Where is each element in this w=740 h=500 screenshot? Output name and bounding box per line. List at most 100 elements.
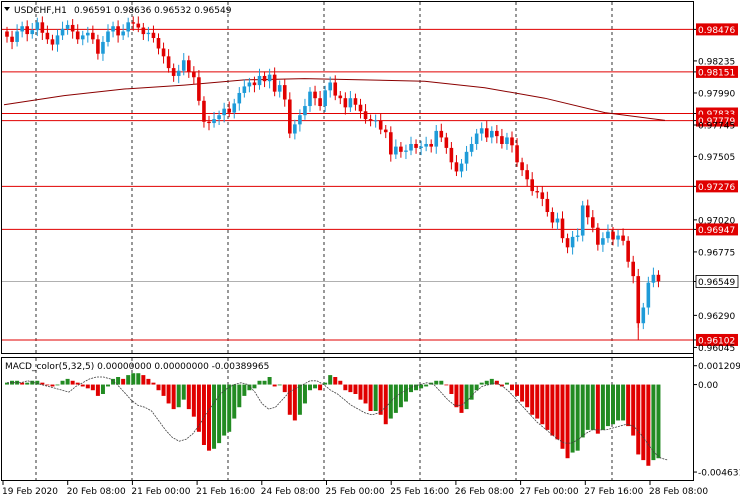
- candle-body[interactable]: [328, 82, 332, 91]
- candle-body[interactable]: [626, 240, 630, 262]
- macd-bar[interactable]: [484, 380, 489, 385]
- candle-body[interactable]: [368, 119, 373, 121]
- candle-body[interactable]: [176, 70, 181, 76]
- candle-body[interactable]: [565, 238, 570, 248]
- candle-body[interactable]: [227, 108, 231, 113]
- macd-bar[interactable]: [550, 384, 555, 436]
- macd-bar[interactable]: [565, 384, 570, 459]
- macd-bar[interactable]: [520, 384, 525, 402]
- macd-bar[interactable]: [196, 384, 201, 432]
- macd-bar[interactable]: [186, 384, 191, 410]
- macd-bar[interactable]: [247, 384, 252, 391]
- macd-bar[interactable]: [95, 384, 100, 396]
- candle-body[interactable]: [348, 98, 353, 108]
- candle-body[interactable]: [596, 227, 600, 245]
- macd-bar[interactable]: [232, 384, 237, 419]
- macd-bar[interactable]: [85, 384, 90, 389]
- candle-body[interactable]: [86, 32, 90, 36]
- candle-body[interactable]: [222, 108, 226, 116]
- macd-bar[interactable]: [50, 384, 55, 387]
- macd-bar[interactable]: [429, 382, 434, 385]
- macd-bar[interactable]: [621, 384, 626, 421]
- macd-bar[interactable]: [449, 384, 454, 394]
- candle-body[interactable]: [520, 162, 524, 171]
- candle-body[interactable]: [156, 38, 161, 49]
- candle-body[interactable]: [197, 77, 201, 101]
- macd-bar[interactable]: [459, 384, 464, 413]
- candle-body[interactable]: [192, 72, 196, 78]
- macd-bar[interactable]: [414, 384, 419, 391]
- candle-body[interactable]: [146, 32, 151, 35]
- macd-bar[interactable]: [444, 384, 449, 386]
- macd-bar[interactable]: [201, 384, 206, 445]
- macd-bar[interactable]: [313, 384, 318, 389]
- candle-body[interactable]: [358, 104, 363, 112]
- candle-body[interactable]: [161, 48, 166, 57]
- macd-bar[interactable]: [368, 384, 373, 411]
- macd-bar[interactable]: [419, 384, 424, 389]
- macd-bar[interactable]: [454, 384, 459, 408]
- macd-bar[interactable]: [585, 384, 590, 430]
- macd-bar[interactable]: [626, 384, 631, 427]
- candle-body[interactable]: [621, 235, 625, 241]
- macd-bar[interactable]: [131, 373, 136, 385]
- candle-body[interactable]: [525, 170, 529, 180]
- macd-bar[interactable]: [90, 384, 95, 391]
- candle-body[interactable]: [106, 31, 110, 42]
- macd-bar[interactable]: [489, 378, 494, 385]
- candle-body[interactable]: [141, 27, 146, 35]
- candle-body[interactable]: [616, 235, 620, 240]
- macd-bar[interactable]: [308, 384, 312, 391]
- macd-bar[interactable]: [121, 378, 126, 385]
- macd-bar[interactable]: [403, 384, 408, 402]
- macd-bar[interactable]: [474, 384, 479, 391]
- candle-body[interactable]: [25, 26, 29, 35]
- macd-bar[interactable]: [227, 384, 232, 432]
- candle-body[interactable]: [591, 217, 595, 228]
- macd-bar[interactable]: [373, 384, 378, 411]
- candle-body[interactable]: [606, 231, 610, 239]
- macd-bar[interactable]: [398, 384, 403, 408]
- candle-body[interactable]: [293, 124, 297, 134]
- candle-body[interactable]: [35, 22, 40, 31]
- macd-bar[interactable]: [464, 384, 469, 410]
- candle-body[interactable]: [434, 130, 439, 147]
- candle-body[interactable]: [80, 35, 85, 40]
- macd-bar[interactable]: [237, 384, 242, 408]
- macd-bar[interactable]: [611, 384, 615, 425]
- macd-bar[interactable]: [646, 384, 651, 466]
- candle-body[interactable]: [45, 32, 50, 40]
- macd-bar[interactable]: [252, 384, 257, 389]
- candle-body[interactable]: [479, 128, 484, 134]
- candle-body[interactable]: [505, 137, 509, 144]
- candle-body[interactable]: [247, 82, 252, 87]
- macd-bar[interactable]: [328, 375, 333, 385]
- candle-body[interactable]: [323, 90, 327, 107]
- macd-bar[interactable]: [5, 382, 9, 385]
- macd-bar[interactable]: [323, 382, 328, 385]
- candle-body[interactable]: [65, 24, 70, 29]
- candle-body[interactable]: [288, 99, 292, 134]
- candle-body[interactable]: [484, 128, 489, 138]
- macd-bar[interactable]: [25, 382, 30, 385]
- macd-bar[interactable]: [616, 384, 621, 421]
- macd-bar[interactable]: [439, 380, 444, 385]
- candle-body[interactable]: [298, 115, 302, 125]
- macd-bar[interactable]: [555, 384, 560, 440]
- macd-bar[interactable]: [217, 384, 222, 444]
- candle-body[interactable]: [318, 98, 322, 107]
- macd-bar[interactable]: [510, 384, 514, 391]
- macd-bar[interactable]: [151, 382, 156, 385]
- macd-bar[interactable]: [75, 382, 80, 385]
- candle-body[interactable]: [277, 85, 282, 92]
- macd-bar[interactable]: [525, 384, 530, 408]
- candle-body[interactable]: [510, 137, 514, 146]
- candle-body[interactable]: [70, 24, 75, 32]
- macd-bar[interactable]: [106, 384, 110, 387]
- candle-body[interactable]: [242, 86, 247, 93]
- candle-body[interactable]: [636, 276, 641, 324]
- macd-bar[interactable]: [545, 384, 550, 430]
- macd-bar[interactable]: [20, 382, 25, 385]
- macd-bar[interactable]: [631, 384, 636, 436]
- macd-bar[interactable]: [595, 384, 600, 434]
